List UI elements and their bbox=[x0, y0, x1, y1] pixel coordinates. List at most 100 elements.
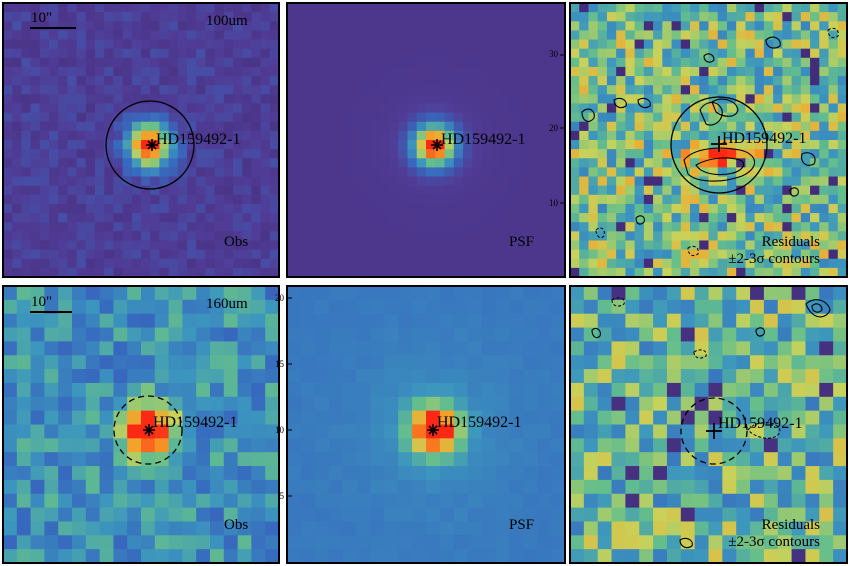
pixel bbox=[205, 85, 216, 95]
pixel bbox=[546, 149, 557, 159]
pixel bbox=[328, 341, 344, 356]
pixel bbox=[416, 213, 427, 223]
pixel bbox=[546, 185, 557, 196]
pixel bbox=[141, 299, 156, 315]
pixel bbox=[754, 240, 765, 251]
pixel bbox=[72, 521, 87, 536]
pixel bbox=[782, 158, 793, 168]
aperture-circle bbox=[113, 395, 183, 465]
pixel bbox=[159, 30, 170, 41]
pixel bbox=[791, 521, 807, 536]
pixel bbox=[333, 194, 344, 205]
pixel bbox=[717, 249, 728, 260]
pixel bbox=[653, 286, 668, 301]
pixel bbox=[44, 438, 59, 453]
pixel bbox=[384, 535, 399, 550]
pixel bbox=[435, 112, 446, 123]
pixel bbox=[370, 369, 385, 384]
pixel bbox=[85, 57, 96, 68]
pixel bbox=[518, 121, 529, 132]
pixel bbox=[490, 231, 501, 242]
pixel bbox=[351, 103, 362, 114]
pixel bbox=[113, 521, 128, 536]
pixel bbox=[99, 299, 114, 315]
pixel bbox=[3, 213, 13, 223]
pixel bbox=[805, 327, 820, 342]
pixel bbox=[570, 57, 580, 68]
pixel bbox=[342, 493, 358, 509]
pixel bbox=[85, 130, 96, 141]
pixel bbox=[300, 466, 316, 481]
pixel bbox=[21, 203, 32, 214]
pixel bbox=[579, 3, 590, 13]
pixel bbox=[597, 507, 613, 523]
pixel bbox=[551, 286, 566, 301]
pixel bbox=[509, 396, 524, 412]
pixel bbox=[187, 167, 197, 178]
pixel bbox=[196, 21, 206, 31]
pixel bbox=[763, 341, 779, 356]
pixel bbox=[828, 94, 839, 105]
pixel bbox=[463, 176, 473, 187]
pixel bbox=[131, 130, 142, 141]
pixel bbox=[777, 549, 793, 564]
pixel bbox=[314, 140, 325, 150]
pixel bbox=[606, 222, 617, 232]
pixel bbox=[639, 299, 654, 315]
pixel bbox=[12, 130, 22, 141]
pixel bbox=[205, 21, 216, 31]
panel-obs-100um: 10" 100um HD159492-1 Obs bbox=[2, 2, 280, 278]
pixel bbox=[269, 203, 280, 214]
pixel bbox=[127, 382, 142, 398]
pixel bbox=[223, 3, 234, 13]
pixel bbox=[763, 286, 779, 301]
pixel bbox=[342, 249, 353, 260]
pixel bbox=[717, 240, 728, 251]
star-marker bbox=[431, 139, 443, 151]
pixel bbox=[495, 341, 510, 356]
pixel bbox=[76, 85, 87, 95]
pixel bbox=[113, 57, 124, 68]
pixel bbox=[177, 12, 188, 22]
pixel bbox=[76, 222, 87, 232]
pixel bbox=[666, 286, 682, 301]
pixel bbox=[379, 231, 390, 242]
pixel bbox=[314, 85, 325, 95]
pixel bbox=[439, 299, 455, 315]
pixel bbox=[745, 66, 756, 77]
pixel bbox=[44, 341, 59, 356]
pixel bbox=[223, 396, 239, 412]
pixel bbox=[39, 21, 50, 31]
pixel bbox=[12, 94, 22, 105]
pixel bbox=[444, 213, 455, 223]
pixel bbox=[666, 424, 682, 439]
pixel bbox=[300, 299, 316, 315]
pixel bbox=[131, 57, 142, 68]
pixel bbox=[150, 249, 160, 260]
pixel bbox=[782, 240, 793, 251]
pixel bbox=[296, 149, 307, 159]
pixel bbox=[426, 76, 436, 86]
pixel bbox=[168, 369, 183, 384]
pixel bbox=[187, 39, 197, 50]
pixel bbox=[287, 3, 297, 13]
pixel bbox=[412, 535, 427, 550]
pixel bbox=[351, 167, 362, 178]
pixel bbox=[168, 121, 179, 132]
pixel bbox=[287, 194, 297, 205]
pixel bbox=[463, 3, 473, 13]
pixel bbox=[214, 130, 225, 141]
pixel bbox=[314, 194, 325, 205]
pixel bbox=[828, 249, 839, 260]
pixel bbox=[342, 369, 358, 384]
pixel bbox=[472, 57, 483, 68]
source-label: HD159492-1 bbox=[156, 131, 240, 148]
pixel bbox=[643, 203, 654, 214]
pixel bbox=[777, 438, 793, 453]
pixel bbox=[523, 466, 538, 481]
pixel bbox=[490, 85, 501, 95]
pixel bbox=[95, 12, 105, 22]
scale-bar-label: 10" bbox=[31, 294, 52, 310]
pixel bbox=[44, 396, 59, 412]
pixel bbox=[328, 493, 344, 509]
